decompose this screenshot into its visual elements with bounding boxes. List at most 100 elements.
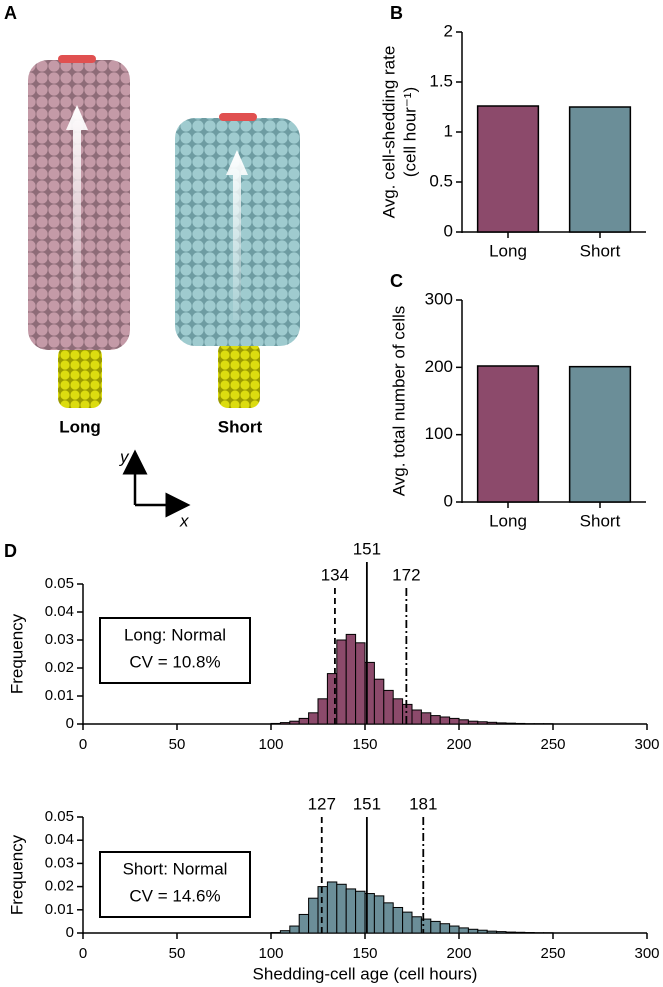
x-tick-label: Long (489, 511, 527, 530)
y-tick-label: 0.05 (45, 575, 74, 592)
hist-bar (458, 719, 469, 725)
y-tick-label: 1.5 (429, 71, 453, 90)
y-tick-label: 0 (444, 491, 453, 510)
y-axis-label: Avg. total number of cells (389, 306, 408, 497)
marker-label: 151 (353, 794, 381, 813)
x-tick-label: 100 (258, 945, 283, 962)
hist-bar (317, 698, 328, 725)
hist-bar (289, 925, 300, 934)
y-tick-label: 200 (425, 357, 453, 376)
stem-cells (58, 346, 102, 408)
marker-label: 172 (392, 565, 420, 584)
shedding-zone (219, 113, 257, 121)
stem-cells (218, 342, 260, 408)
hist-bar (486, 930, 498, 934)
hist-bar (430, 920, 441, 934)
marker-label: 134 (321, 565, 349, 584)
hist-bar (317, 886, 328, 934)
hist-bar (458, 927, 469, 934)
chart: C 0 100 200 300 Avg. total number of cells Lon… (389, 271, 646, 530)
hist-bar (505, 722, 516, 725)
legend-box (99, 617, 251, 684)
y-tick-label: 0.03 (45, 854, 74, 871)
x-tick-label: 300 (634, 945, 659, 962)
hist-bar (392, 698, 404, 725)
y-tick-label: 0 (66, 924, 74, 941)
shedding-zone (58, 55, 96, 63)
chart: 0 0.01 0.02 0.03 0.04 0.05 Frequency 0 50 100 150 2… (7, 794, 659, 983)
hist-bar (467, 928, 479, 934)
hist-bar (439, 923, 451, 934)
y-tick-label: 0.03 (45, 631, 74, 648)
hist-bar (336, 883, 347, 934)
hist-bar (308, 897, 319, 934)
hist-bar (467, 720, 479, 725)
legend-text: CV = 10.8% (129, 652, 220, 671)
y-tick-label: 0.02 (45, 659, 74, 676)
hist-bar (420, 712, 432, 725)
hist-bar (486, 721, 498, 725)
y-tick-label: 300 (425, 289, 453, 308)
hist-bar (496, 722, 507, 725)
panel-label: D (4, 541, 17, 561)
hist-bar (514, 722, 526, 725)
axis-name: x (179, 511, 189, 530)
x-tick-label: 250 (540, 945, 565, 962)
marker-label: 151 (353, 539, 381, 558)
hist-bar (326, 881, 338, 934)
hist-bar (355, 890, 366, 934)
y-tick-label: 100 (425, 424, 453, 443)
hist-bar (279, 930, 291, 934)
legend-box (99, 851, 251, 918)
hist-bar (430, 715, 441, 725)
x-tick-label: 150 (352, 945, 377, 962)
hist-bar (505, 931, 516, 934)
y-tick-label: 0.04 (45, 603, 74, 620)
hist-bar (514, 931, 526, 934)
x-axis-label: Shedding-cell age (cell hours) (253, 964, 478, 983)
x-tick-label: 150 (352, 736, 377, 753)
x-tick-label: Short (580, 511, 621, 530)
x-tick-label: 50 (169, 736, 186, 753)
hist-bar (439, 716, 451, 725)
chart: B 0 0.5 1 1.5 2 Avg. cell-shedding rate (cell h… (379, 3, 646, 260)
hist-bar (298, 913, 310, 934)
hist-bar (336, 639, 347, 725)
hist-bar (411, 916, 422, 934)
crypt-label: Long (59, 417, 101, 436)
y-axis-label: Frequency (7, 834, 26, 915)
hist-bar (279, 722, 291, 725)
hist-bar (477, 929, 488, 934)
x-tick-label: 250 (540, 736, 565, 753)
hist-bar (449, 925, 460, 934)
y-tick-label: 0 (444, 221, 453, 240)
y-axis-label: Frequency (7, 613, 26, 694)
hist-bar (383, 689, 394, 725)
legend-text: Short: Normal (123, 859, 228, 878)
x-tick-label: 0 (79, 945, 87, 962)
panel-label: B (390, 3, 403, 23)
hist-bar (308, 712, 319, 725)
x-tick-label: 200 (446, 945, 471, 962)
bar (568, 106, 632, 233)
hist-bar (373, 895, 385, 934)
legend-text: CV = 14.6% (129, 886, 220, 905)
bar (476, 105, 540, 233)
flow-arrow (226, 150, 248, 320)
y-tick-label: 0.5 (429, 171, 453, 190)
hist-bar (373, 678, 385, 725)
flow-arrow (66, 105, 88, 320)
x-tick-label: 200 (446, 736, 471, 753)
x-tick-label: Short (580, 241, 621, 260)
hist-bar (477, 721, 488, 725)
illustration: A Long Short y x (4, 3, 300, 530)
y-tick-label: 0.05 (45, 808, 74, 825)
bar (476, 365, 540, 503)
x-tick-label: 300 (634, 736, 659, 753)
y-tick-label: 1 (444, 121, 453, 140)
x-tick-label: Long (489, 241, 527, 260)
hist-bar (402, 911, 413, 934)
y-tick-label: 0.02 (45, 878, 74, 895)
